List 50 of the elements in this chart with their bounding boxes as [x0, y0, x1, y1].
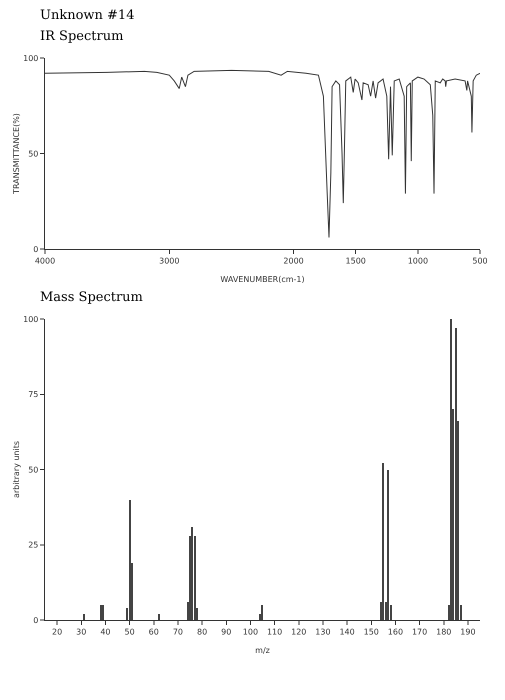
x-tick-label: 80: [196, 628, 208, 637]
x-tick-label: 190: [460, 628, 476, 637]
x-tick-label: 1500: [346, 256, 366, 266]
x-tick-label: 160: [388, 628, 404, 637]
bar: [450, 319, 452, 620]
y-tick-label: 50: [28, 465, 38, 474]
x-tick-label: 60: [148, 628, 159, 637]
y-axis-title: arbitrary units: [12, 440, 21, 498]
y-tick-label: 100: [23, 314, 38, 324]
x-tick-label: 110: [266, 628, 282, 637]
y-tick-label: 0: [33, 244, 38, 254]
x-tick-label: 40: [100, 628, 111, 637]
bar: [455, 328, 457, 620]
x-tick-label: 4000: [34, 256, 56, 266]
x-tick-label: 140: [339, 628, 355, 637]
chart-title: IR Spectrum: [40, 29, 124, 44]
bar: [191, 527, 193, 620]
x-tick-label: 1000: [408, 256, 428, 266]
y-tick-label: 75: [28, 390, 38, 400]
y-axis-title: TRANSMITTANCE(%): [12, 113, 21, 195]
bar: [129, 500, 131, 620]
bar: [382, 463, 384, 620]
x-tick-label: 20: [52, 628, 62, 637]
x-tick-label: 120: [291, 628, 306, 637]
bar: [158, 614, 160, 620]
chart-title: Mass Spectrum: [40, 290, 144, 305]
x-tick-label: 30: [76, 628, 86, 637]
bar: [100, 605, 102, 620]
bar: [102, 605, 104, 620]
y-tick-label: 50: [28, 149, 38, 158]
y-tick-label: 25: [28, 540, 38, 550]
x-tick-label: 500: [472, 256, 488, 266]
text: Unknown #14: [40, 8, 136, 23]
x-tick-label: 90: [221, 628, 232, 637]
x-axis-title: m/z: [255, 646, 270, 655]
bar: [387, 470, 389, 620]
x-tick-label: 130: [315, 628, 331, 637]
x-tick-label: 180: [436, 628, 452, 637]
x-tick-label: 3000: [159, 256, 180, 266]
x-tick-label: 170: [412, 628, 428, 637]
bar: [261, 605, 263, 620]
y-tick-label: 100: [23, 54, 38, 63]
x-axis-title: WAVENUMBER(cm-1): [220, 275, 305, 284]
x-tick-label: 100: [242, 628, 258, 637]
x-tick-label: 150: [364, 628, 379, 637]
x-tick-label: 2000: [283, 256, 304, 266]
x-tick-label: 50: [124, 628, 135, 637]
y-tick-label: 0: [33, 616, 38, 625]
x-tick-label: 70: [172, 628, 184, 637]
bar: [83, 614, 85, 620]
